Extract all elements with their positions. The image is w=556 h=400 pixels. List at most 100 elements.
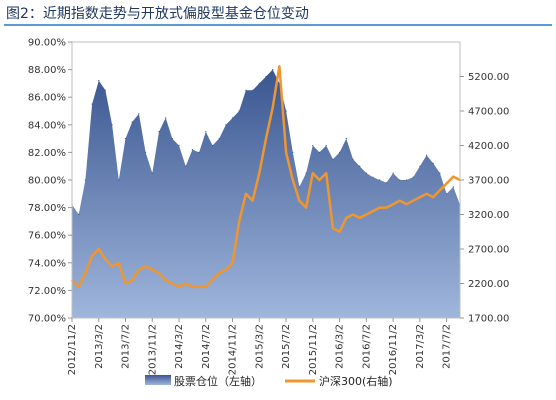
line-point [111, 265, 113, 268]
line-point [345, 217, 348, 219]
line-point [131, 279, 133, 281]
area-point [272, 69, 274, 71]
left-tick-label: 88.00% [28, 65, 66, 76]
line-point [171, 282, 174, 285]
plot-area [71, 64, 461, 318]
chart-title: 图2：近期指数走势与开放式偏股型基金仓位变动 [6, 6, 309, 22]
right-tick-label: 4700.00 [468, 107, 509, 118]
left-tick-label: 76.00% [28, 231, 66, 242]
area-point [165, 117, 167, 119]
line-point [432, 196, 435, 199]
area-point [372, 176, 374, 178]
area-point [265, 75, 267, 78]
area-point [439, 172, 441, 174]
area-point [339, 151, 341, 153]
line-point [231, 262, 234, 264]
x-tick-label: 2014/11/2 [228, 324, 239, 375]
line-point [118, 262, 120, 264]
area-point [292, 151, 294, 153]
area-point [298, 186, 300, 188]
area-point [312, 144, 314, 147]
left-tick-label: 84.00% [28, 120, 66, 131]
x-tick-label: 2014/7/2 [201, 324, 212, 369]
line-point [104, 258, 107, 261]
area-point [225, 124, 227, 126]
legend: 股票仓位（左轴） 沪深300(右轴) [145, 374, 393, 388]
area-point [131, 121, 133, 123]
area-point [138, 113, 140, 115]
left-tick-label: 80.00% [28, 176, 66, 187]
area-point [345, 138, 347, 140]
line-point [124, 282, 127, 285]
area-point [111, 124, 113, 126]
area-point [151, 172, 153, 174]
x-tick-label: 2014/3/2 [174, 324, 185, 369]
line-point [392, 203, 394, 205]
title-divider [4, 24, 552, 26]
line-point [439, 189, 441, 192]
line-point [151, 268, 154, 271]
right-tick-label: 5200.00 [468, 72, 509, 83]
line-point [365, 213, 368, 216]
area-point [432, 162, 434, 164]
area-point [318, 151, 321, 153]
area-point [245, 89, 247, 91]
area-point [392, 172, 394, 174]
x-tick-label: 2013/11/2 [147, 324, 158, 375]
left-tick-label: 78.00% [28, 203, 66, 214]
area-point [419, 165, 421, 167]
line-point [205, 286, 207, 288]
left-tick-label: 72.00% [28, 286, 66, 297]
line-point [325, 172, 328, 174]
area-point [171, 138, 173, 140]
line-point [378, 206, 381, 209]
line-point [298, 199, 301, 202]
area-point [145, 151, 147, 153]
line-point [305, 206, 307, 209]
area-point [452, 186, 454, 188]
line-point [332, 227, 334, 230]
area-point [412, 176, 414, 178]
line-point [292, 179, 294, 181]
left-tick-label: 70.00% [28, 314, 66, 325]
x-tick-label: 2013/3/2 [94, 324, 105, 369]
x-tick-label: 2017/3/2 [415, 324, 426, 369]
right-tick-label: 3200.00 [468, 210, 509, 221]
line-point [144, 265, 147, 268]
area-point [426, 154, 428, 156]
title-bar: 图2：近期指数走势与开放式偏股型基金仓位变动 [0, 0, 556, 26]
line-point [285, 151, 287, 154]
line-point [258, 172, 261, 174]
area-point [104, 89, 106, 91]
area-point [118, 179, 120, 181]
line-point [98, 248, 100, 250]
area-point [158, 131, 160, 133]
line-point [278, 65, 281, 67]
area-point [84, 179, 86, 181]
line-point [352, 213, 354, 216]
line-point [198, 286, 200, 288]
x-tick-label: 2013/7/2 [121, 324, 132, 369]
line-point [405, 203, 408, 205]
area-point [98, 80, 100, 82]
area-point [285, 110, 287, 112]
line-point [372, 210, 374, 212]
line-point [271, 106, 274, 109]
line-point [178, 286, 180, 288]
area-point [399, 179, 401, 181]
line-point [238, 220, 240, 223]
area-point [185, 165, 187, 167]
line-point [138, 268, 140, 271]
area-point [446, 193, 448, 195]
right-tick-label: 1700.00 [468, 314, 509, 325]
area-point [91, 103, 93, 105]
right-tick-label: 2200.00 [468, 279, 509, 290]
right-tick-label: 2700.00 [468, 245, 509, 256]
x-tick-label: 2017/7/2 [442, 324, 453, 369]
x-tick-label: 2015/11/2 [308, 324, 319, 375]
right-tick-label: 3700.00 [468, 176, 509, 187]
line-point [158, 272, 160, 274]
line-point [425, 193, 428, 195]
line-point [412, 199, 415, 202]
